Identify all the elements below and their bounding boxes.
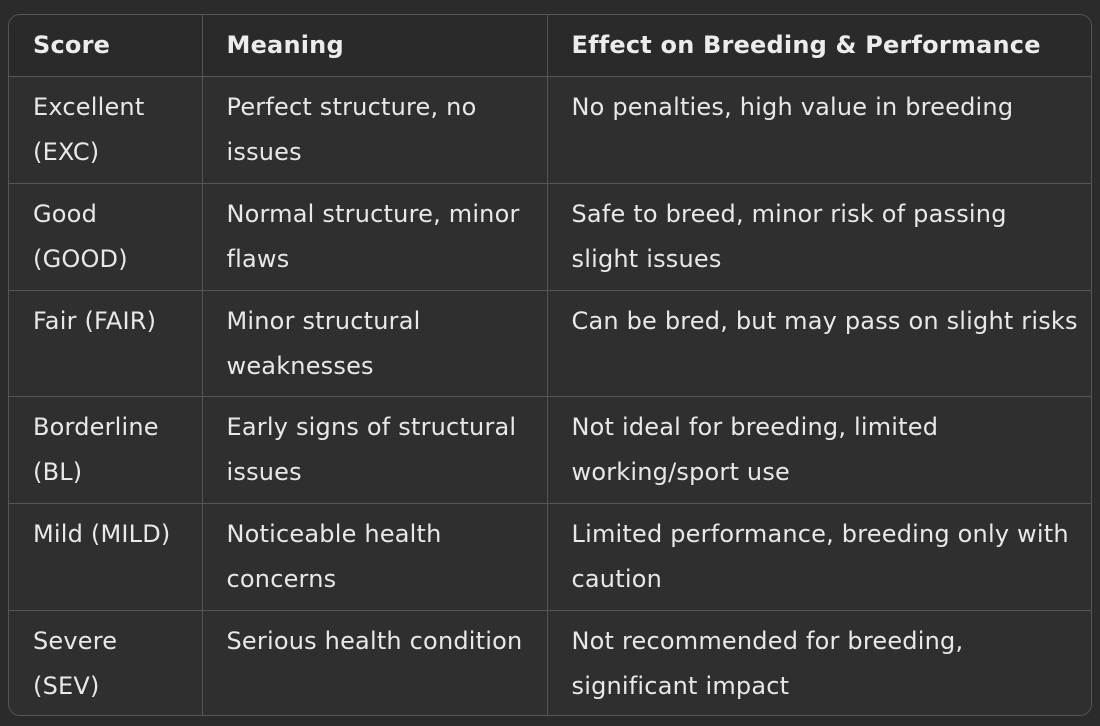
table-header-row: Score Meaning Effect on Breeding & Perfo… [9,15,1091,77]
cell-meaning: Noticeable health concerns [202,503,548,611]
cell-meaning: Perfect structure, no issues [202,76,548,184]
header-meaning: Meaning [202,15,548,77]
score-table: Score Meaning Effect on Breeding & Perfo… [9,15,1091,715]
table-row: Excellent (EXC) Perfect structure, no is… [9,76,1091,184]
header-score: Score [9,15,203,77]
table-row: Severe (SEV) Serious health condition No… [9,610,1091,715]
cell-effect: Not ideal for breeding, limited working/… [547,396,1091,504]
table-row: Fair (FAIR) Minor structural weaknesses … [9,290,1091,398]
cell-score: Excellent (EXC) [9,76,203,184]
cell-effect: Safe to breed, minor risk of passing sli… [547,183,1091,291]
score-table-container: Score Meaning Effect on Breeding & Perfo… [8,14,1092,716]
cell-meaning: Serious health condition [202,610,548,715]
cell-score: Borderline (BL) [9,396,203,504]
cell-meaning: Normal structure, minor flaws [202,183,548,291]
cell-score: Mild (MILD) [9,503,203,611]
cell-meaning: Minor structural weaknesses [202,290,548,398]
cell-meaning: Early signs of structural issues [202,396,548,504]
cell-effect: Can be bred, but may pass on slight risk… [547,290,1091,398]
cell-effect: Not recommended for breeding, significan… [571,626,964,700]
cell-effect: No penalties, high value in breeding [547,76,1091,184]
table-row: Borderline (BL) Early signs of structura… [9,396,1091,504]
table-row: Mild (MILD) Noticeable health concerns L… [9,503,1091,611]
cell-score: Fair (FAIR) [9,290,203,398]
cell-effect: Limited performance, breeding only with … [547,503,1091,611]
cell-score: Good (GOOD) [9,183,203,291]
table-row: Good (GOOD) Normal structure, minor flaw… [9,183,1091,291]
header-effect: Effect on Breeding & Performance [547,15,1091,77]
cell-score: Severe (SEV) [9,610,203,715]
